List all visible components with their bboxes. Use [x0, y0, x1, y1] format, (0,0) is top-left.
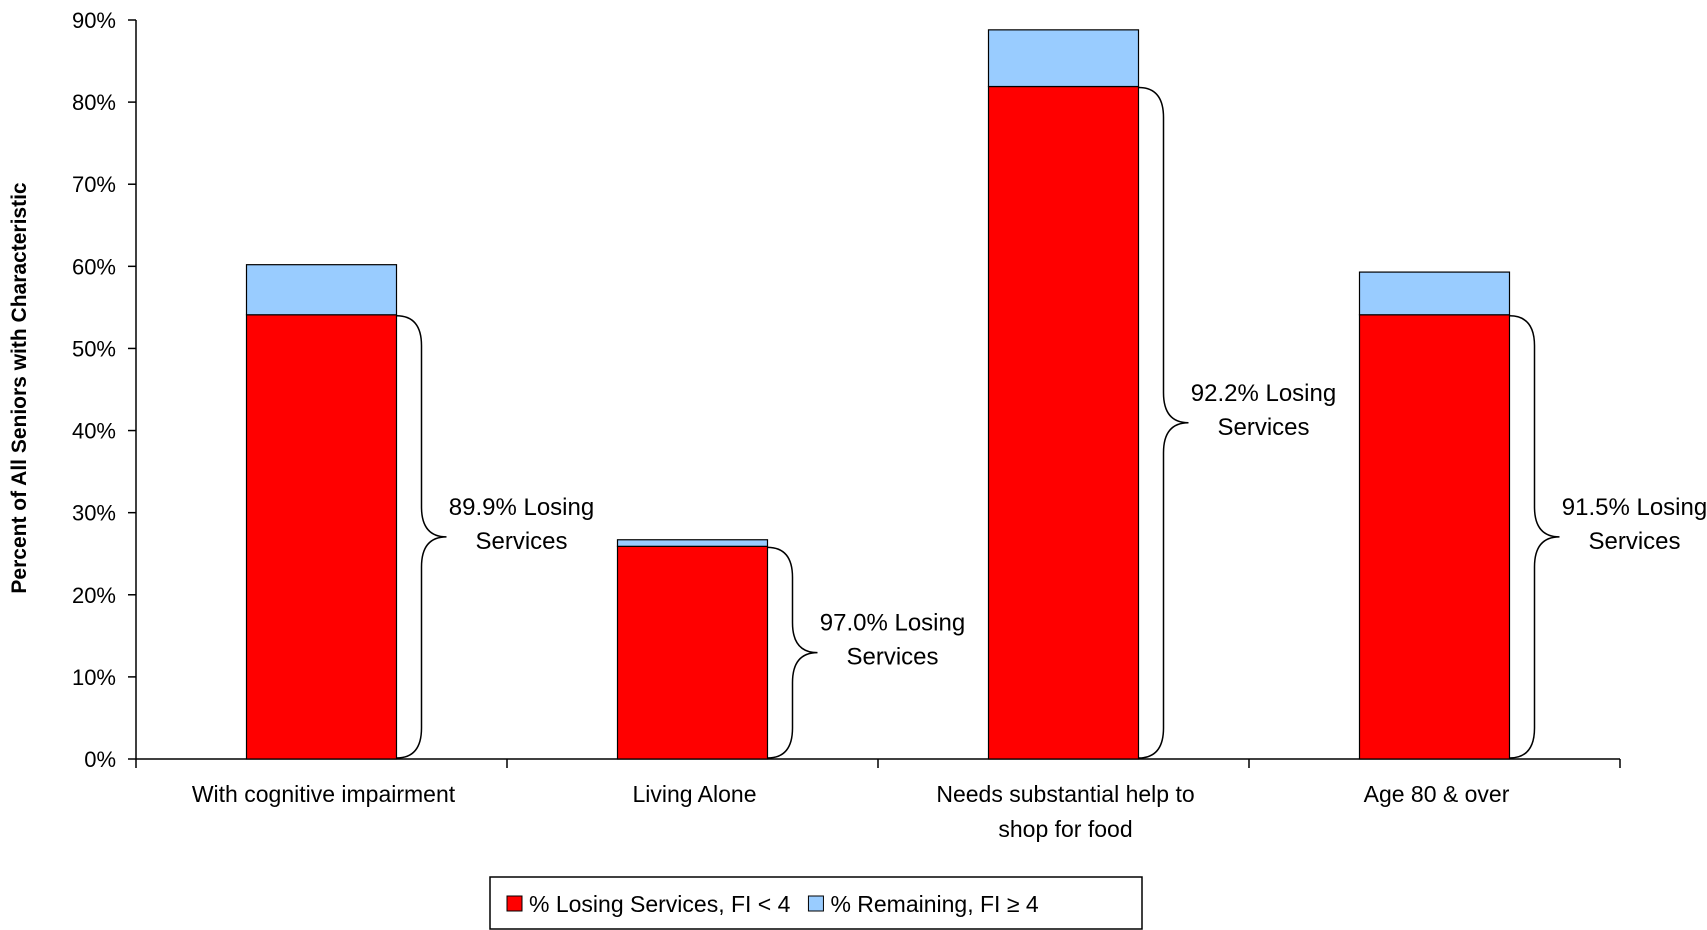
- category-labels: With cognitive impairment Living Alone Nee…: [192, 781, 1510, 842]
- bar-losing-services: [987, 85, 1140, 760]
- legend-entry: % Losing Services, FI < 4: [529, 891, 791, 917]
- y-tick-label: 70%: [72, 172, 116, 197]
- annotation-brace: [1138, 86, 1189, 759]
- bar-remaining: [987, 29, 1140, 88]
- category-label: Age 80 & over: [1364, 781, 1510, 807]
- legend-swatch: [506, 895, 523, 912]
- bar-remaining: [1358, 271, 1511, 316]
- x-axis: [135, 758, 1621, 768]
- y-axis: 0% 10% 20% 30% 40% 50% 60% 70% 80% 90%: [72, 8, 137, 772]
- legend-entry: % Remaining, FI ≥ 4: [830, 891, 1038, 917]
- bar-remaining: [245, 264, 398, 316]
- legend: % Losing Services, FI < 4 % Remaining, FI…: [489, 876, 1143, 930]
- annotation-brace: [767, 546, 818, 759]
- y-tick-label: 60%: [72, 254, 116, 279]
- annotation-brace: [1509, 315, 1560, 759]
- y-tick-label: 0%: [84, 747, 116, 772]
- annotation-brace: [396, 315, 447, 759]
- losing-services-annotation: 97.0% Losing Services: [820, 610, 965, 671]
- losing-services-annotation: 89.9% Losing Services: [449, 494, 594, 555]
- y-tick-label: 10%: [72, 665, 116, 690]
- bar-losing-services: [1358, 314, 1511, 760]
- category-label: Needs substantial help to shop for food: [936, 781, 1194, 842]
- bar-remaining: [616, 539, 769, 547]
- y-tick-label: 90%: [72, 8, 116, 33]
- bars: [245, 29, 1511, 760]
- y-tick-label: 80%: [72, 90, 116, 115]
- y-tick-label: 50%: [72, 336, 116, 361]
- losing-services-annotation: 91.5% Losing Services: [1562, 494, 1707, 555]
- category-label: Living Alone: [632, 781, 756, 807]
- category-label: With cognitive impairment: [192, 781, 456, 807]
- legend-swatch: [807, 895, 824, 912]
- bar-losing-services: [616, 545, 769, 760]
- y-tick-label: 20%: [72, 583, 116, 608]
- annotation-braces: 89.9% Losing Services 97.0% Losing Services…: [396, 86, 1707, 759]
- y-axis-label: Percent of All Seniors with Characterist…: [8, 182, 31, 593]
- y-tick-label: 40%: [72, 419, 116, 444]
- bar-losing-services: [245, 314, 398, 760]
- losing-services-annotation: 92.2% Losing Services: [1191, 380, 1336, 441]
- y-tick-label: 30%: [72, 501, 116, 526]
